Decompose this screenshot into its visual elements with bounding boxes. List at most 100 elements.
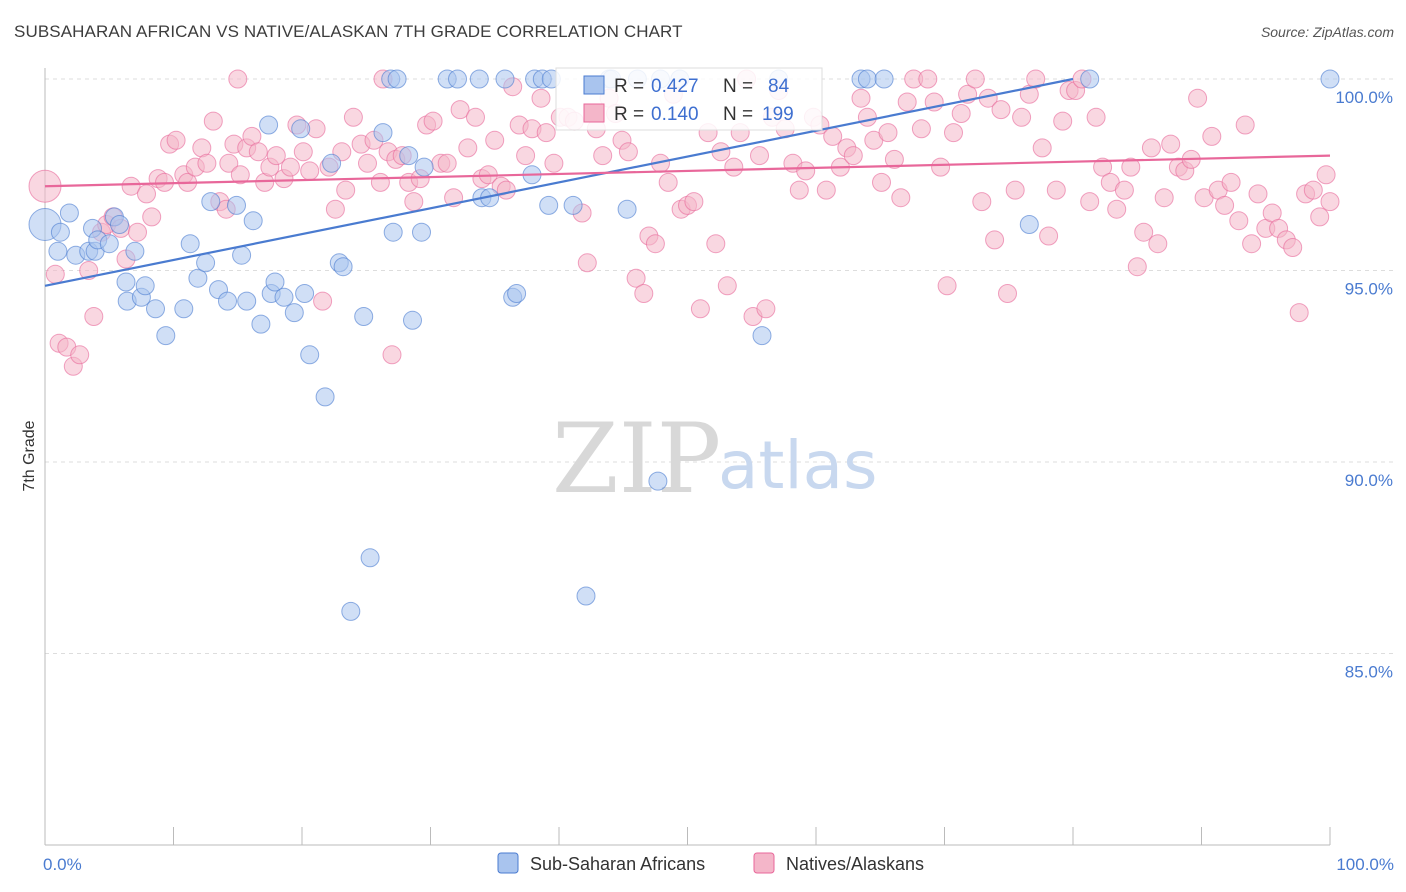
point-pink [228,69,248,89]
point-blue [265,272,285,292]
point-pink [300,161,320,181]
point-pink [370,172,390,192]
point-pink [684,192,704,212]
point-pink [313,291,333,311]
point-pink [593,146,613,166]
point-pink [944,123,963,143]
y-tick-label: 90.0% [1345,471,1393,490]
point-pink [1235,115,1255,135]
point-blue [218,291,237,311]
point-pink [248,142,268,162]
point-pink [658,172,678,192]
point-pink [1289,303,1309,323]
stats-r-value-pink: 0.140 [651,104,699,125]
point-blue [333,257,353,277]
stats-n-label-blue: N = [723,76,753,97]
trend-line-pink [44,154,1331,188]
point-pink [1202,126,1222,146]
point-blue [59,203,79,223]
stats-r-label-blue: R = [614,76,644,97]
point-blue [576,586,596,606]
point-pink [690,299,710,319]
point-pink [336,180,356,200]
point-blue [232,245,252,265]
point-pink [45,264,65,284]
point-blue [125,241,145,261]
point-pink [618,142,638,162]
point-pink [1107,199,1127,219]
data-points [28,69,1340,621]
point-pink [851,88,871,108]
point-pink [918,69,938,89]
point-blue [341,601,361,621]
point-blue [360,548,380,568]
point-blue [251,314,271,334]
point-pink [1283,238,1303,257]
point-pink [1161,134,1181,154]
point-blue [469,69,489,89]
point-blue [99,234,119,254]
point-pink [951,104,971,123]
point-pink [796,161,816,181]
point-pink [1148,234,1168,254]
watermark-atlas: atlas [718,427,878,504]
point-pink [577,253,597,273]
y-tick-label: 85.0% [1345,663,1393,682]
point-pink [1121,157,1141,177]
point-pink [1005,180,1025,200]
point-blue [188,268,208,288]
stats-box: R = 0.427 N = 84 R = 0.140 N = 199 [555,67,823,131]
point-pink [197,153,217,173]
point-pink [1093,157,1113,177]
point-blue [1320,69,1340,89]
stats-swatch-pink [583,103,605,123]
point-pink [544,153,564,173]
point-pink [706,234,726,254]
point-blue [48,241,68,261]
point-pink [496,180,516,200]
point-pink [437,153,457,173]
point-blue [383,222,403,242]
stats-r-value-blue: 0.427 [651,76,699,97]
point-pink [1134,222,1154,242]
point-pink [1229,211,1249,231]
point-pink [1114,180,1134,200]
y-tick-label: 100.0% [1335,88,1393,107]
point-pink [1154,188,1174,208]
chart-source: Source: ZipAtlas.com [1260,24,1394,40]
point-pink [998,284,1017,303]
point-blue [617,199,637,219]
point-pink [857,107,877,127]
point-pink [1242,234,1262,254]
point-blue [196,253,216,273]
point-pink [137,184,156,204]
legend-label-blue: Sub-Saharan Africans [530,854,705,874]
point-pink [897,92,917,112]
legend-swatch-pink [753,852,775,874]
point-pink [626,268,646,288]
point-pink [965,69,985,89]
point-blue [50,222,70,242]
point-pink [878,123,898,143]
point-blue [135,276,155,296]
point-pink [1046,180,1066,200]
point-pink [985,230,1005,250]
point-pink [884,149,904,169]
stats-n-value-pink: 199 [762,104,794,125]
point-pink [404,192,424,212]
point-pink [1310,207,1330,227]
point-pink [891,188,911,208]
point-pink [937,276,957,296]
point-blue [752,326,772,346]
point-pink [121,176,141,196]
point-pink [1320,192,1340,212]
point-pink [1248,184,1268,204]
point-blue [412,222,431,242]
y-tick-labels: 100.0% 95.0% 90.0% 85.0% [1335,88,1393,682]
point-pink [1303,180,1323,200]
watermark-zip: ZIP [552,403,721,515]
point-blue [448,69,467,89]
point-pink [536,123,556,143]
point-blue [201,192,221,212]
